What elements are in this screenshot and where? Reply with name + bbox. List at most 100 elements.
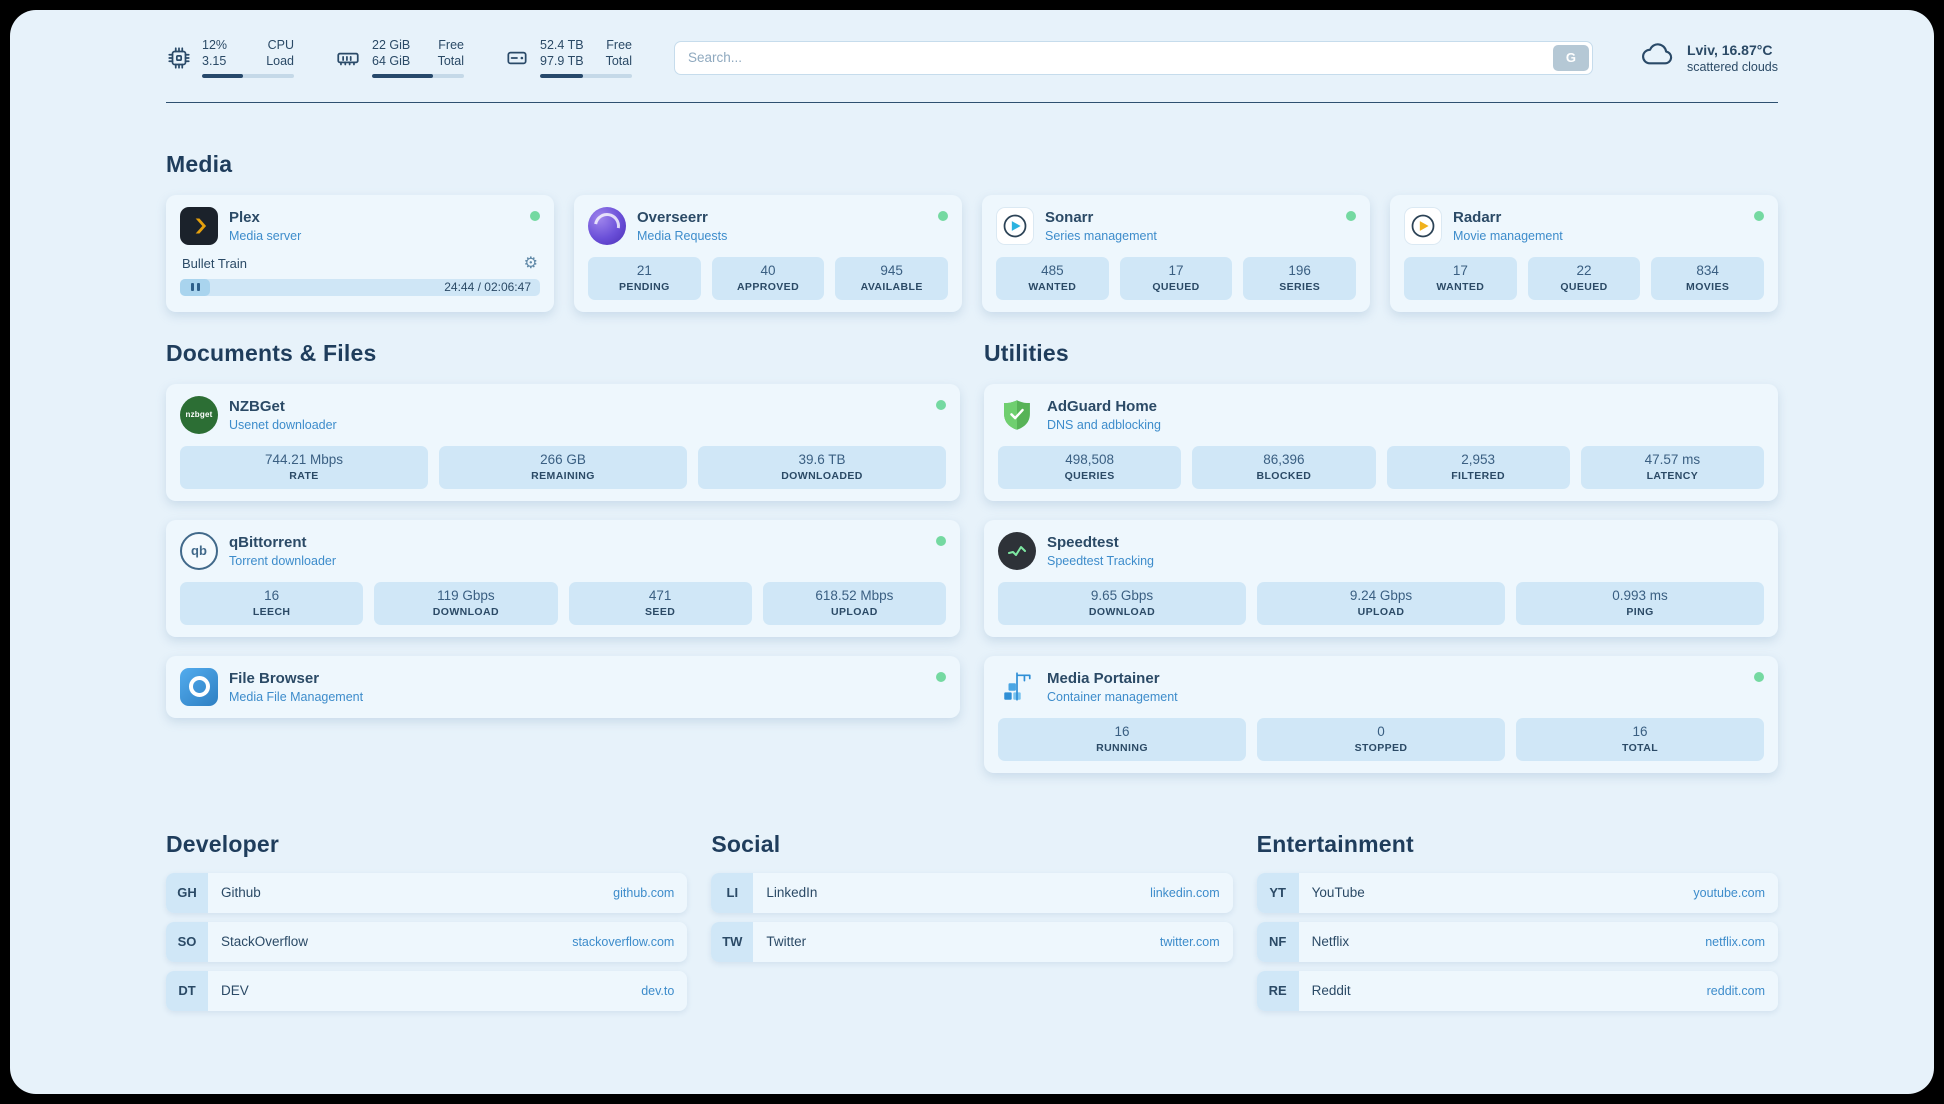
bookmark-name: Twitter	[766, 934, 807, 950]
status-dot	[936, 535, 946, 546]
sonarr-icon	[996, 206, 1034, 245]
stat-blocked: 86,396 BLOCKED	[1192, 445, 1376, 489]
disk-labels: Free Total	[606, 38, 632, 69]
bookmark-name: Reddit	[1311, 983, 1351, 999]
disk-values: 52.4 TB 97.9 TB	[540, 38, 584, 69]
search-input[interactable]	[678, 50, 1553, 66]
bookmark-url: github.com	[613, 885, 675, 900]
cpu-monitor: 12% 3.15 CPU Load	[166, 38, 294, 78]
filebrowser-icon	[180, 667, 218, 706]
disk-monitor: 52.4 TB 97.9 TB Free Total	[504, 38, 632, 78]
section-title-social: Social	[711, 830, 781, 857]
bookmark-abbr: DT	[166, 970, 208, 1011]
ram-values: 22 GiB 64 GiB	[372, 38, 410, 69]
app-card-filebrowser[interactable]: File Browser Media File Management	[166, 655, 960, 718]
status-dot	[938, 210, 948, 221]
bookmark-youtube[interactable]: YT YouTube youtube.com	[1256, 872, 1778, 913]
search-provider-button[interactable]: G	[1552, 44, 1589, 71]
bookmark-abbr: LI	[711, 872, 754, 913]
adguard-shield-icon	[998, 396, 1036, 434]
bookmark-abbr: RE	[1256, 970, 1299, 1011]
app-name: File Browser	[229, 669, 320, 687]
app-card-overseerr[interactable]: Overseerr Media Requests 21 PENDING 40 A…	[574, 194, 962, 312]
status-dot	[1346, 210, 1356, 221]
section-title-documents: Documents & Files	[166, 339, 377, 366]
app-card-adguard[interactable]: AdGuard Home DNS and adblocking 498,508 …	[984, 383, 1778, 501]
section-title-utilities: Utilities	[984, 339, 1069, 366]
app-name: NZBGet	[229, 397, 285, 415]
cpu-values: 12% 3.15	[202, 38, 227, 69]
hard-disk-icon	[504, 45, 530, 71]
total-label: Total	[605, 54, 632, 69]
app-card-qbittorrent[interactable]: qb qBittorrent Torrent downloader 16 LEE…	[166, 519, 960, 637]
speedtest-icon	[998, 531, 1036, 570]
app-subtitle: Series management	[1045, 228, 1157, 243]
app-card-radarr[interactable]: Radarr Movie management 17 WANTED 22 QUE…	[1390, 194, 1778, 312]
pause-icon[interactable]	[190, 283, 200, 292]
nzbget-icon: nzbget	[180, 395, 218, 434]
app-subtitle: Media server	[229, 228, 302, 243]
bookmark-dev[interactable]: DT DEV dev.to	[166, 970, 688, 1011]
bookmark-github[interactable]: GH Github github.com	[166, 872, 688, 913]
app-name: Overseerr	[637, 208, 708, 226]
bookmark-url: linkedin.com	[1150, 885, 1220, 900]
stat-pending: 21 PENDING	[588, 256, 701, 300]
stat-approved: 40 APPROVED	[711, 256, 825, 300]
system-monitors: 12% 3.15 CPU Load	[166, 38, 632, 78]
stat-wanted: 485 WANTED	[996, 256, 1109, 300]
cpu-usage-value: 12%	[202, 38, 228, 52]
bookmark-abbr: TW	[711, 921, 754, 962]
gear-icon[interactable]: ⚙	[523, 254, 538, 272]
app-card-sonarr[interactable]: Sonarr Series management 485 WANTED 17 Q…	[982, 194, 1370, 312]
bookmark-url: netflix.com	[1705, 934, 1765, 949]
bookmark-abbr: NF	[1256, 921, 1299, 962]
now-playing-row: Bullet Train ⚙	[180, 254, 540, 272]
bookmark-group-social: Social LI LinkedIn linkedin.com TW Twitt…	[711, 830, 1233, 1011]
status-dot	[530, 210, 540, 221]
stat-download: 9.65 Gbps DOWNLOAD	[998, 581, 1246, 625]
bookmark-url: dev.to	[641, 983, 675, 998]
section-title-media: Media	[166, 150, 233, 177]
documents-column: Documents & Files nzbget NZBGet Usenet d…	[166, 340, 960, 718]
app-subtitle: Speedtest Tracking	[1047, 553, 1155, 568]
app-subtitle: Media Requests	[637, 228, 728, 243]
bookmark-abbr: YT	[1256, 872, 1299, 913]
bookmark-name: LinkedIn	[766, 885, 818, 901]
ram-free-value: 22 GiB	[372, 38, 411, 52]
bookmark-url: twitter.com	[1159, 934, 1220, 949]
app-name: AdGuard Home	[1047, 397, 1158, 415]
bookmark-netflix[interactable]: NF Netflix netflix.com	[1256, 921, 1778, 962]
status-dot	[936, 671, 946, 682]
free-label: Free	[606, 38, 632, 52]
bookmark-group-developer: Developer GH Github github.com SO StackO…	[166, 831, 688, 1011]
free-label: Free	[438, 38, 464, 52]
bookmark-reddit[interactable]: RE Reddit reddit.com	[1256, 970, 1778, 1011]
playback-progress-bar[interactable]: 24:44 / 02:06:47	[180, 278, 540, 296]
ram-monitor: 22 GiB 64 GiB Free Total	[334, 38, 464, 78]
stat-latency: 47.57 ms LATENCY	[1580, 445, 1764, 489]
cpu-chip-icon	[166, 45, 192, 71]
bookmark-linkedin[interactable]: LI LinkedIn linkedin.com	[711, 872, 1233, 913]
bookmark-name: StackOverflow	[221, 934, 309, 950]
app-subtitle: DNS and adblocking	[1047, 417, 1161, 432]
playback-progress-fill	[180, 278, 210, 296]
app-card-speedtest[interactable]: Speedtest Speedtest Tracking 9.65 Gbps D…	[984, 519, 1778, 637]
app-card-portainer[interactable]: Media Portainer Container management 16 …	[984, 655, 1778, 773]
stat-wanted: 17 WANTED	[1404, 256, 1517, 300]
media-card-grid: Plex Media server Bullet Train ⚙ 24:44 /…	[166, 194, 1778, 312]
bookmark-twitter[interactable]: TW Twitter twitter.com	[711, 921, 1233, 962]
stat-upload: 618.52 Mbps UPLOAD	[762, 581, 946, 625]
app-card-plex[interactable]: Plex Media server Bullet Train ⚙ 24:44 /…	[166, 194, 554, 312]
ram-progress-bar	[372, 73, 464, 78]
app-name: Radarr	[1453, 208, 1502, 226]
cpu-load-value: 3.15	[202, 54, 227, 69]
stat-running: 16 RUNNING	[998, 717, 1246, 761]
cpu-labels: CPU Load	[266, 38, 294, 69]
bookmark-abbr: GH	[166, 872, 208, 913]
weather-widget: Lviv, 16.87°C scattered clouds	[1639, 40, 1778, 75]
app-card-nzbget[interactable]: nzbget NZBGet Usenet downloader 744.21 M…	[166, 383, 960, 501]
bookmark-stackoverflow[interactable]: SO StackOverflow stackoverflow.com	[166, 921, 688, 962]
dashboard-page: 12% 3.15 CPU Load	[10, 10, 1934, 1094]
app-subtitle: Usenet downloader	[229, 417, 337, 432]
radarr-icon	[1404, 206, 1442, 245]
